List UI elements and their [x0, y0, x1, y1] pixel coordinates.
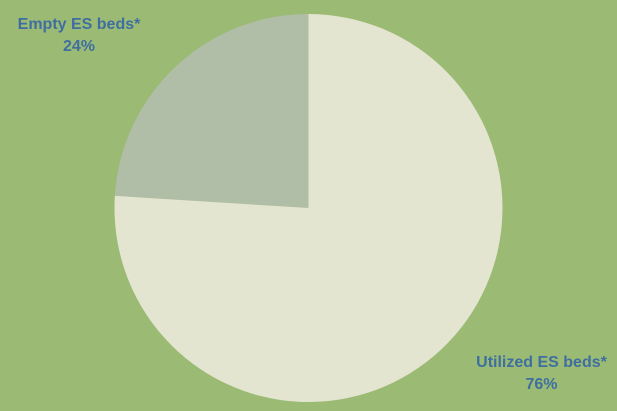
utilized-beds-category: Utilized ES beds* — [476, 354, 607, 371]
empty-beds-percent: 24% — [62, 38, 96, 55]
pie-slice-empty-es-beds — [114, 14, 309, 208]
utilized-beds-label: Utilized ES beds* 76% — [466, 352, 617, 396]
empty-beds-label: Empty ES beds* 24% — [4, 14, 154, 58]
utilized-beds-percent: 76% — [525, 376, 558, 393]
pie-slice-utilized-es-beds — [114, 14, 503, 402]
empty-beds-category: Empty ES beds* — [17, 16, 141, 33]
